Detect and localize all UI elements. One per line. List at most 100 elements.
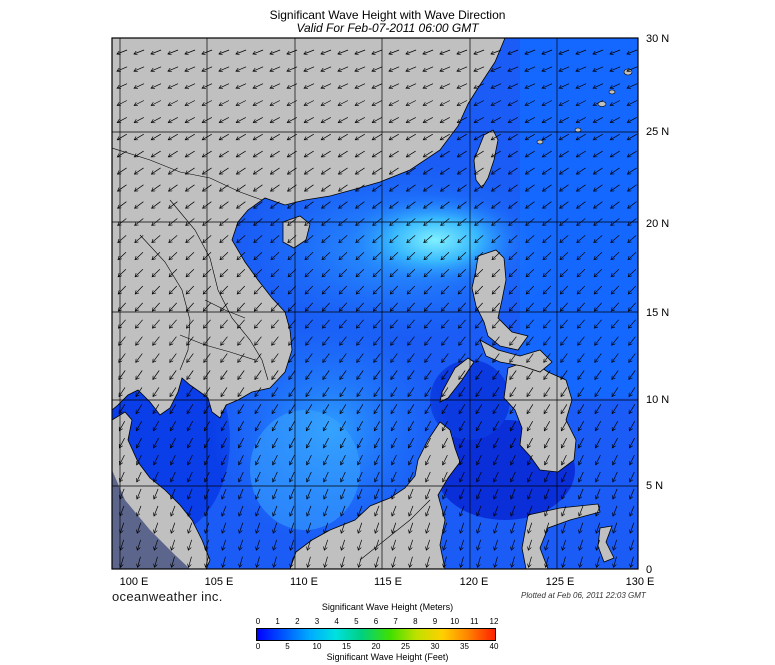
wave-arrow [491,66,502,71]
wave-arrow [135,235,144,242]
wave-arrow [222,539,227,550]
wave-arrow [118,268,127,277]
wave-arrow [372,150,382,157]
wave-arrow [628,285,637,294]
wave-arrow [441,302,449,311]
wave-arrow [409,522,414,533]
wave-arrow [596,454,601,465]
wave-arrow [154,522,159,533]
wave-arrow [306,370,313,380]
wave-arrow [185,66,196,71]
wave-arrow [153,370,160,380]
wave-arrow [542,83,553,89]
wave-arrow [560,268,569,277]
wave-arrow [321,150,331,157]
wave-arrow [596,471,601,482]
wave-arrow [253,66,264,71]
wave-arrow [630,471,635,482]
lon-label-130e: 130 E [625,576,655,588]
wave-arrow [561,404,568,413]
wave-arrow [613,505,618,516]
wave-arrow [321,133,331,140]
wave-arrow [253,83,264,89]
wave-arrow [596,505,601,516]
wave-arrow [272,421,279,431]
wave-arrow [611,184,620,191]
wave-arrow [341,488,346,499]
wave-arrow [528,471,533,482]
wave-arrow [511,488,516,499]
wave-arrow [457,66,468,71]
wave-arrow [423,150,433,157]
wave-arrow [628,201,637,209]
wave-arrow [219,133,229,140]
wave-arrow [254,235,263,242]
wave-arrow [135,302,143,311]
wave-arrow [256,454,261,465]
wave-arrow [576,83,587,89]
wave-arrow [424,201,433,209]
wave-arrow [153,353,160,363]
wave-arrow [610,150,620,157]
wave-arrow [136,336,143,346]
wave-arrow [409,539,414,550]
wave-arrow [134,167,144,174]
wave-arrow [338,49,349,54]
wave-arrow [610,117,620,122]
wave-arrow [255,353,262,363]
wave-arrow [374,421,381,431]
wave-arrow [152,302,160,311]
lon-label-110e: 110 E [290,576,318,588]
lat-label-0: 0 [646,564,653,576]
wave-arrow [322,235,331,242]
wave-arrow [305,252,314,259]
wave-arrow [408,387,415,396]
wave-arrow [153,336,160,346]
wave-arrow [593,133,603,140]
wave-arrow [219,83,230,89]
wave-arrow [494,539,499,550]
wave-arrow [321,117,331,122]
wave-arrow [509,302,517,311]
wave-arrow [222,471,227,482]
wave-arrow [631,556,634,568]
wave-arrow [120,539,125,550]
wave-arrow [560,252,569,259]
wave-arrow [392,539,397,550]
map-title: Significant Wave Height with Wave Direct… [269,8,506,22]
wave-arrow [543,268,552,277]
wave-arrow [612,387,619,396]
wave-arrow [441,235,450,242]
wave-arrow [442,353,449,363]
wave-arrow [288,268,297,277]
wave-arrow [542,150,552,157]
wave-arrow [508,117,518,122]
wave-arrow [375,454,380,465]
wave-arrow [545,471,550,482]
wave-arrow [478,556,481,568]
wave-arrow [188,505,193,516]
wave-arrow [356,235,365,242]
wave-arrow [307,471,312,482]
wave-arrow [440,167,450,174]
wave-arrow [168,83,179,89]
wave-arrow [474,167,484,174]
wave-arrow [372,167,382,174]
wave-arrow [253,49,264,54]
wave-arrow [135,184,144,191]
wave-arrow [270,133,280,140]
wave-arrow [321,83,332,89]
wave-arrow [253,100,264,106]
wave-arrow [120,488,125,499]
wave-arrow [410,556,413,568]
wave-arrow [236,133,246,140]
wave-arrow [460,488,465,499]
wave-arrow [187,437,193,448]
wave-arrow [339,201,348,209]
wave-arrow [117,66,128,71]
wave-arrow [290,454,295,465]
wave-arrow [322,268,331,277]
wave-arrow [219,167,229,174]
wave-arrow [494,505,499,516]
wave-arrow [270,117,280,122]
